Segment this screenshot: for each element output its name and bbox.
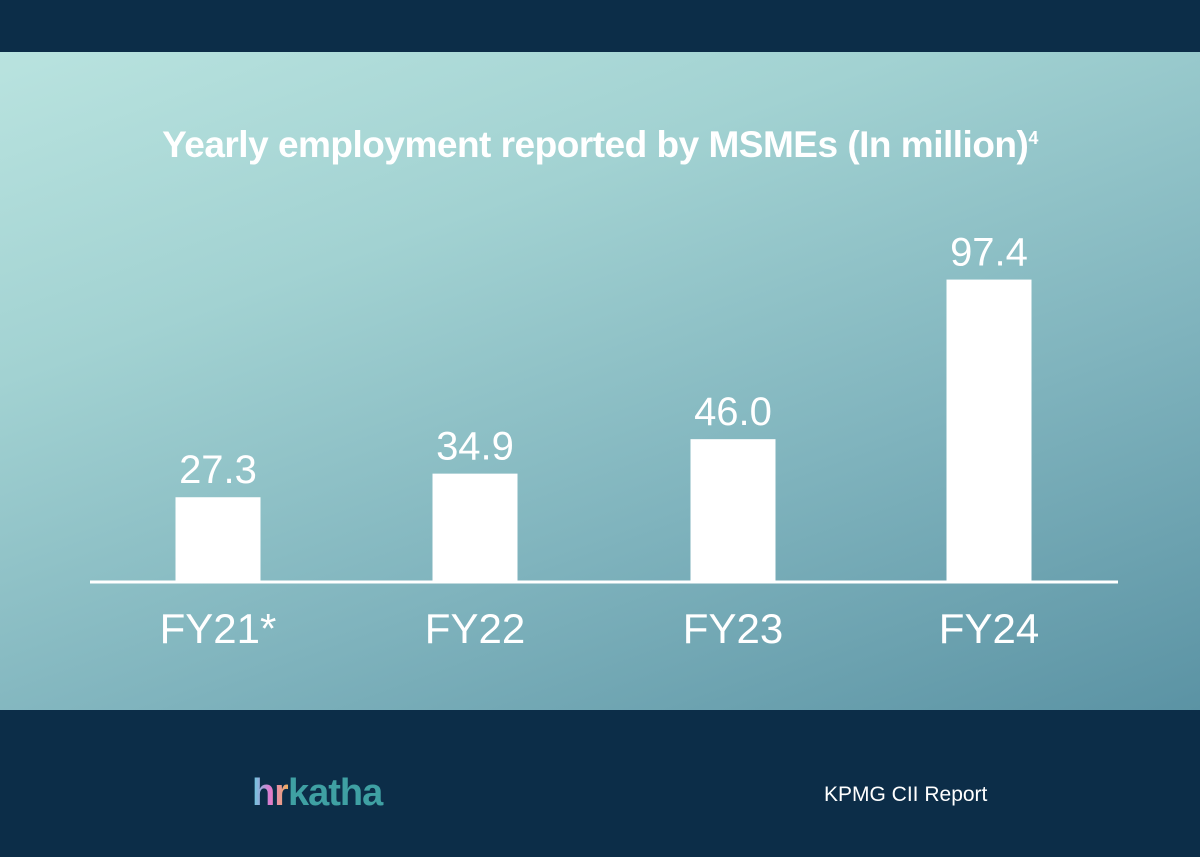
logo-katha: katha: [288, 772, 383, 814]
bar-fy22: [432, 473, 518, 582]
data-label: 34.9: [436, 425, 514, 469]
x-tick-label: FY23: [683, 605, 783, 652]
logo-hr: hr: [252, 772, 289, 814]
chart-title: Yearly employment reported by MSMEs (In …: [0, 124, 1200, 166]
x-tick-label: FY21*: [160, 605, 277, 652]
source-label: KPMG CII Report: [824, 783, 988, 806]
data-label: 27.3: [179, 448, 257, 492]
bar-fy21: [175, 497, 261, 582]
data-label: 97.4: [950, 231, 1028, 275]
bar-fy24: [946, 279, 1032, 582]
footnote-marker: 4: [1028, 128, 1038, 148]
chart-title-text: Yearly employment reported by MSMEs (In …: [162, 124, 1029, 165]
hrkatha-logo: hrkatha: [252, 772, 383, 815]
bar-fy23: [690, 439, 776, 582]
x-tick-label: FY22: [425, 605, 525, 652]
x-tick-label: FY24: [939, 605, 1039, 652]
data-label: 46.0: [694, 390, 772, 434]
